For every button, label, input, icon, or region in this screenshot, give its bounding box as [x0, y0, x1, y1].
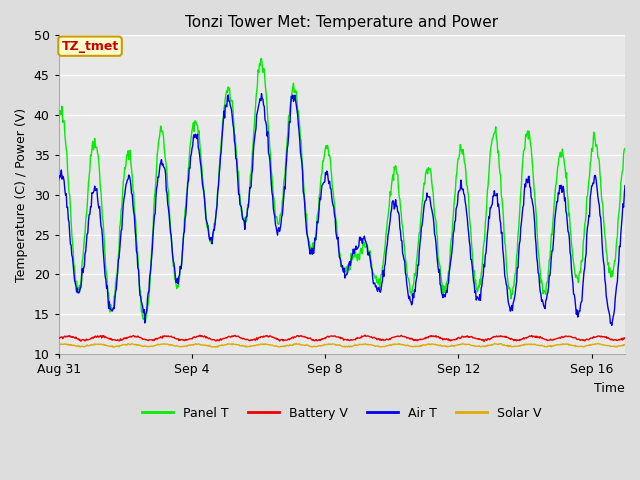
Text: TZ_tmet: TZ_tmet [61, 40, 118, 53]
Y-axis label: Temperature (C) / Power (V): Temperature (C) / Power (V) [15, 108, 28, 282]
Title: Tonzi Tower Met: Temperature and Power: Tonzi Tower Met: Temperature and Power [185, 15, 499, 30]
X-axis label: Time: Time [595, 382, 625, 395]
Legend: Panel T, Battery V, Air T, Solar V: Panel T, Battery V, Air T, Solar V [137, 402, 547, 425]
